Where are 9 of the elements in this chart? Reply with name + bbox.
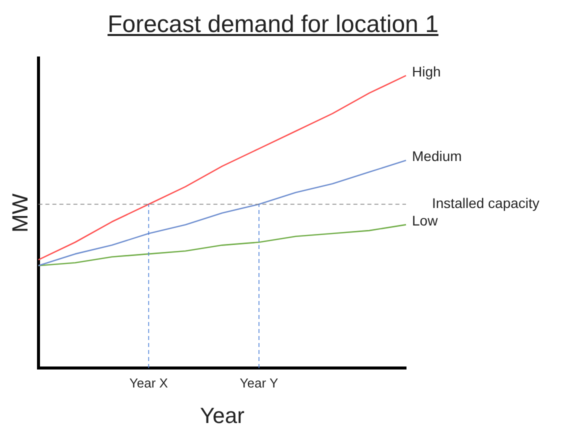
chart-title: Forecast demand for location 1 [108, 11, 438, 39]
y-axis-title: MW [7, 193, 32, 233]
x-axis-title: Year [200, 402, 244, 428]
ref-line-label: Installed capacity [432, 195, 540, 212]
series-label: Medium [412, 148, 462, 164]
series-label: Low [412, 212, 439, 229]
x-tick-label: Year X [129, 375, 168, 390]
series-label: High [412, 63, 441, 80]
x-tick-label: Year Y [240, 375, 278, 390]
